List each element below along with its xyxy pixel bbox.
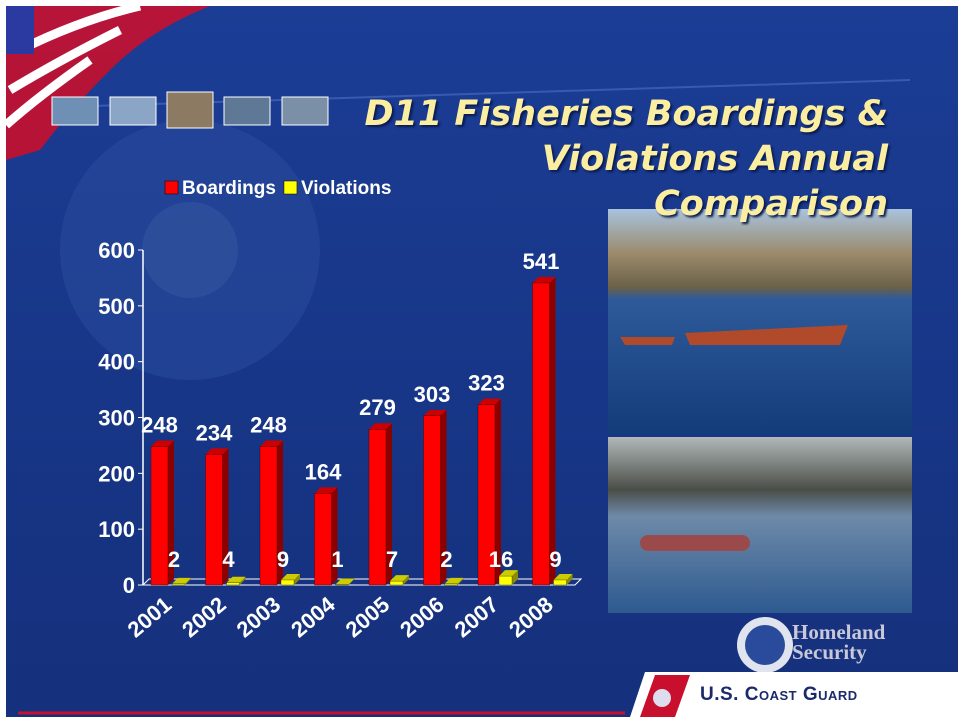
bar-side	[185, 577, 191, 585]
bar	[477, 404, 496, 586]
dhs-seal	[745, 625, 785, 665]
bar-side	[348, 578, 355, 585]
thumbnail	[223, 96, 271, 126]
data-label: 303	[414, 382, 451, 407]
data-label: 16	[489, 547, 513, 572]
bar	[498, 575, 513, 586]
unit-name: U.S. Coast Guard	[700, 684, 858, 705]
flag-stars	[6, 6, 34, 54]
bar	[553, 579, 567, 586]
bar	[335, 584, 349, 586]
data-label: 248	[250, 413, 287, 438]
data-label: 164	[305, 459, 342, 484]
bar	[259, 446, 278, 586]
data-label: 234	[196, 420, 233, 445]
bar-side	[440, 409, 447, 585]
thumbnail	[51, 96, 99, 126]
bar	[280, 579, 295, 586]
bar-side	[294, 573, 300, 585]
bar-side	[239, 576, 246, 585]
bar-top	[260, 440, 283, 447]
agency-name: Homeland Security	[792, 620, 886, 664]
bar	[226, 582, 240, 586]
bar-top	[172, 577, 191, 584]
bar-side	[331, 487, 338, 585]
bar-top	[478, 398, 501, 405]
bar-side	[403, 575, 409, 585]
data-label: 2	[168, 547, 180, 572]
legend-swatch	[164, 180, 179, 195]
bar-side	[386, 423, 392, 585]
photo-detail	[620, 325, 848, 345]
y-tick-label: 100	[98, 517, 135, 542]
y-tick-label: 600	[98, 238, 135, 263]
bar-side	[222, 448, 229, 585]
thumbnail	[109, 96, 157, 126]
bar-top	[151, 440, 174, 447]
y-tick-label: 300	[98, 406, 135, 431]
photo-raft	[608, 437, 912, 613]
cg-emblem	[653, 689, 671, 707]
bar-top	[335, 578, 355, 585]
y-tick-label: 400	[98, 350, 135, 375]
bar-top	[226, 576, 246, 583]
slide-title: D11 Fisheries Boardings & Violations Ann…	[364, 94, 888, 224]
bar	[532, 282, 550, 586]
bar-top	[553, 573, 573, 580]
bar-top	[444, 577, 464, 584]
data-label: 7	[386, 547, 398, 572]
bar	[423, 415, 441, 586]
data-label: 323	[468, 371, 505, 396]
bar-top	[499, 570, 518, 577]
bar-top	[205, 448, 229, 455]
data-label: 4	[222, 547, 235, 572]
bar	[368, 429, 387, 586]
bar-side	[512, 570, 518, 585]
bar-side	[566, 573, 573, 585]
y-tick-label: 200	[98, 461, 135, 486]
bar-side	[549, 276, 556, 585]
thumbnails	[51, 91, 329, 129]
footer-bar	[630, 672, 964, 717]
bar-side	[457, 577, 464, 585]
data-label: 2	[440, 547, 452, 572]
legend-swatch	[283, 180, 298, 195]
data-label: 248	[141, 413, 178, 438]
legend-label: Boardings	[182, 178, 276, 199]
bar-top	[423, 409, 447, 416]
bar	[171, 583, 186, 586]
data-label: 279	[359, 395, 396, 420]
bar	[389, 580, 404, 586]
bar-top	[532, 276, 556, 283]
data-label: 9	[277, 547, 289, 572]
bar	[314, 493, 332, 586]
thumbnail	[166, 91, 214, 129]
photo-detail	[640, 535, 750, 551]
data-label: 9	[549, 547, 561, 572]
legend-label: Violations	[301, 178, 391, 199]
bar-top	[390, 575, 409, 582]
bar	[205, 454, 223, 586]
y-tick-label: 0	[123, 573, 135, 598]
thumbnail	[281, 96, 329, 126]
photo-boat	[608, 209, 912, 434]
bar	[444, 583, 458, 586]
bar	[150, 446, 169, 586]
bar-side	[277, 440, 283, 585]
bar-side	[495, 398, 501, 585]
bar-top	[369, 423, 392, 430]
bar-top	[281, 573, 300, 580]
bar-top	[314, 487, 338, 494]
y-tick-label: 500	[98, 294, 135, 319]
data-label: 541	[523, 249, 560, 274]
data-label: 1	[331, 547, 343, 572]
bar-side	[168, 440, 174, 585]
seal-watermark	[142, 202, 238, 298]
